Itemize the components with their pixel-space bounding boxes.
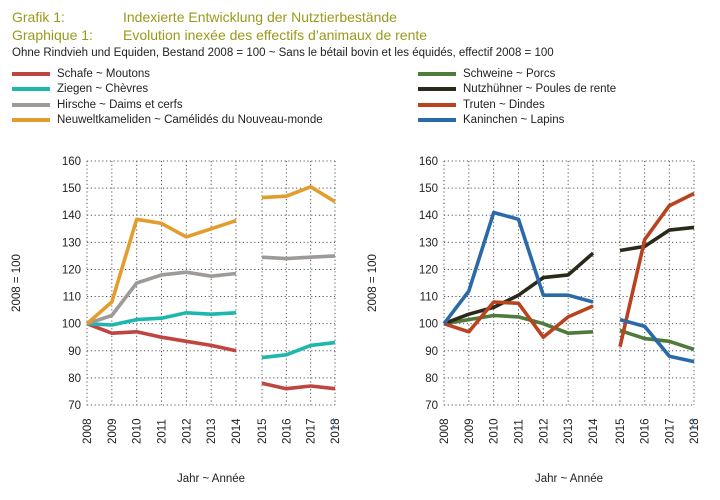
x-tick-label: 2011	[157, 419, 169, 444]
x-tick-label: 2008	[82, 418, 94, 444]
legend-item: Schafe ~ Moutons	[12, 66, 323, 82]
legend-item: Ziegen ~ Chèvres	[12, 82, 323, 98]
legend-swatch	[418, 87, 456, 92]
y-tick-label: 160	[62, 156, 81, 168]
x-tick-label: 2016	[281, 418, 293, 444]
legend-label: Neuweltkameliden ~ Camélidés du Nouveau-…	[57, 114, 323, 127]
y-tick-label: 100	[419, 319, 438, 331]
legend-label: Truten ~ Dindes	[463, 98, 545, 111]
legend-label: Nutzhühner ~ Poules de rente	[463, 83, 617, 96]
x-tick-label: 2017	[306, 418, 318, 444]
series-line	[619, 225, 695, 253]
series-line	[618, 191, 695, 348]
series-line	[85, 217, 237, 326]
y-tick-label: 130	[419, 237, 438, 249]
series-line	[86, 322, 237, 353]
legend-swatch	[12, 118, 50, 123]
x-tick-label: 2009	[107, 418, 119, 444]
legend-swatch	[12, 87, 50, 92]
x-tick-label: 2011	[514, 419, 526, 444]
y-tick-label: 140	[62, 210, 81, 222]
y-tick-label: 110	[420, 292, 438, 304]
legend-item: Neuweltkameliden ~ Camélidés du Nouveau-…	[12, 113, 323, 129]
figure-subtitle: Ohne Rindvieh und Equiden, Bestand 2008 …	[12, 47, 554, 59]
y-tick-label: 100	[62, 319, 81, 331]
legend-left: Schafe ~ Moutons Ziegen ~ Chèvres Hirsch…	[12, 66, 323, 128]
y-tick-label: 90	[425, 346, 438, 358]
y-axis-label: 2008 = 100	[367, 254, 379, 312]
y-tick-label: 80	[68, 373, 81, 385]
x-tick-label: 2015	[615, 418, 627, 444]
series-line	[619, 317, 695, 364]
series-line	[261, 340, 336, 360]
y-tick-label: 150	[62, 183, 81, 195]
figure-title-de: Indexierte Entwicklung der Nutztierbestä…	[123, 9, 397, 25]
x-tick-label: 2012	[538, 418, 550, 444]
y-tick-label: 150	[419, 183, 438, 195]
legend-swatch	[418, 118, 456, 123]
figure-title-fr: Evolution inexée des effectifs d’animaux…	[123, 27, 428, 43]
series-line	[443, 300, 594, 340]
series-line	[86, 310, 237, 327]
y-tick-label: 120	[419, 264, 438, 276]
series-line	[86, 270, 237, 326]
series-line	[261, 185, 336, 204]
y-tick-label: 130	[62, 237, 81, 249]
series-line	[261, 381, 336, 391]
chart-panel-2: 70 80 90 100 110 120 130 140 150 160 2008 = 100 200…	[367, 156, 701, 485]
x-tick-label: 2012	[181, 418, 193, 444]
x-tick-note: * *	[331, 418, 342, 429]
y-tick-label: 120	[62, 264, 81, 276]
legend-label: Schweine ~ Porcs	[463, 67, 556, 80]
legend-label: Schafe ~ Moutons	[57, 67, 151, 80]
y-tick-label: 90	[68, 346, 81, 358]
y-tick-label: 70	[425, 400, 438, 412]
y-axis-label: 2008 = 100	[11, 254, 23, 312]
legend-label: Kaninchen ~ Lapins	[463, 114, 565, 127]
x-tick-label: 2014	[231, 418, 243, 444]
legend-swatch	[12, 71, 50, 76]
figure-label-de: Grafik 1:	[12, 9, 65, 25]
legend-item: Truten ~ Dindes	[418, 97, 616, 113]
legend-item: Nutzhühner ~ Poules de rente	[418, 82, 616, 98]
series-line	[443, 313, 594, 336]
legend-item: Schweine ~ Porcs	[418, 66, 616, 82]
legend-swatch	[418, 71, 456, 76]
series-line	[443, 251, 595, 326]
series-line	[442, 210, 594, 325]
y-tick-label: 140	[419, 210, 438, 222]
x-axis-label: Jahr ~ Année	[535, 473, 603, 485]
x-tick-label: 2018	[689, 418, 701, 444]
x-tick-label: 2015	[257, 418, 269, 444]
legend-label: Ziegen ~ Chèvres	[57, 83, 149, 96]
x-tick-label: 2018	[330, 418, 342, 444]
legend-item: Hirsche ~ Daims et cerfs	[12, 97, 323, 113]
x-axis-label: Jahr ~ Année	[177, 473, 245, 485]
x-tick-label: 2013	[206, 418, 218, 444]
x-tick-label: 2017	[664, 418, 676, 444]
x-tick-label: 2016	[640, 418, 652, 444]
legend-right: Schweine ~ Porcs Nutzhühner ~ Poules de …	[418, 66, 616, 128]
legend-swatch	[418, 102, 456, 107]
x-tick-label: 2009	[464, 418, 476, 444]
legend-item: Kaninchen ~ Lapins	[418, 113, 616, 129]
x-tick-label: 2008	[439, 418, 451, 444]
x-tick-label: 2013	[563, 418, 575, 444]
x-tick-label: 2010	[132, 418, 144, 444]
y-tick-label: 110	[63, 292, 81, 304]
series-line	[261, 254, 336, 261]
legend-label: Hirsche ~ Daims et cerfs	[57, 98, 183, 111]
y-tick-label: 80	[425, 373, 438, 385]
chart-panel-1: 70 80 90 100 110 120 130 140 150 160 2008 = 100 200…	[11, 156, 342, 485]
legend-swatch	[12, 102, 50, 107]
figure-label-fr: Graphique 1:	[12, 27, 93, 43]
x-tick-note: * *	[690, 418, 701, 429]
y-tick-label: 160	[419, 156, 438, 168]
y-tick-label: 70	[68, 400, 81, 412]
x-tick-label: 2010	[489, 418, 501, 444]
x-tick-label: 2014	[588, 418, 600, 444]
